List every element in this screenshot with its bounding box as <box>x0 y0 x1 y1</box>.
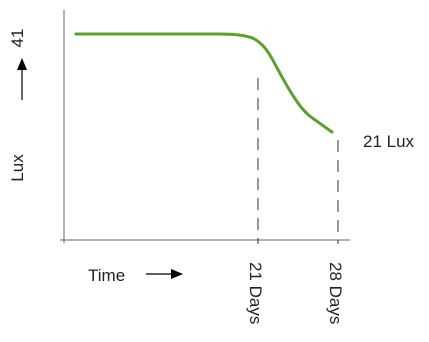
x-axis-label: Time <box>88 266 125 285</box>
x-markers: 21 Days 28 Days <box>246 78 345 324</box>
x-arrow-icon <box>146 269 183 279</box>
end-label: 21 Lux <box>363 132 415 151</box>
y-start-label: 41 <box>8 29 27 48</box>
y-axis-label: Lux <box>8 154 27 182</box>
x-marker-label-1: 21 Days <box>246 262 265 324</box>
y-arrow-icon <box>17 58 27 100</box>
series-line <box>74 32 334 134</box>
x-marker-label-2: 28 Days <box>326 262 345 324</box>
